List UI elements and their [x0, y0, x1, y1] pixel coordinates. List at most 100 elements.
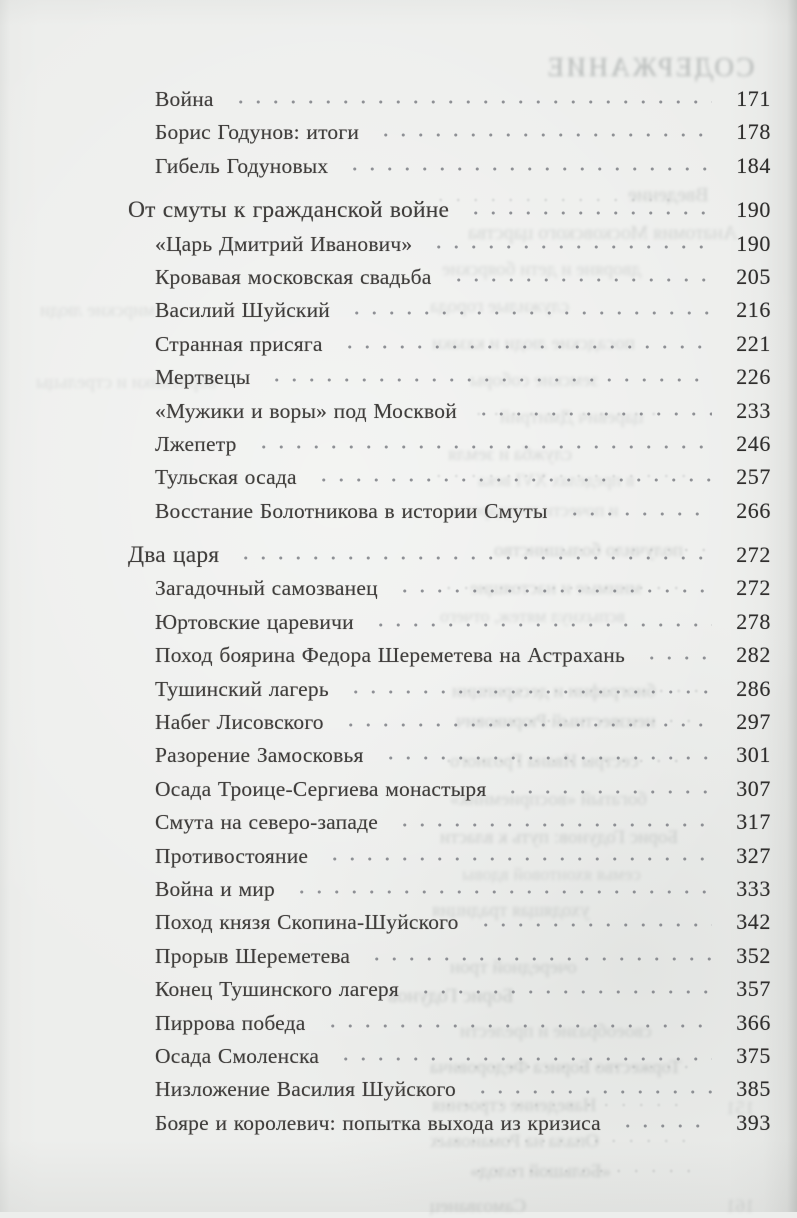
toc-entry: Тушинский лагерь 286: [128, 672, 771, 705]
dot-leader: [423, 232, 712, 251]
toc-entry: Бояре и королевич: попытка выхода из кри…: [128, 1106, 771, 1139]
toc-entry: Осада Смоленска 375: [128, 1039, 771, 1072]
toc-entry-page: 272: [736, 542, 771, 568]
toc-entry-page: 184: [736, 152, 771, 178]
toc-entry-title: «Царь Дмитрий Иванович»: [155, 231, 413, 256]
toc-entry: Противостояние 327: [128, 839, 771, 872]
toc-section-entry: От смуты к гражданской войне 190: [128, 193, 771, 226]
toc-entry: Василий Шуйский 216: [128, 293, 771, 326]
toc-section-entry: Два царя 272: [128, 538, 771, 571]
dot-leader: [361, 944, 712, 963]
toc-entry-page: 233: [736, 397, 771, 423]
toc-entry-title: Разорение Замосковья: [155, 743, 364, 768]
toc-entry-title: Конец Тушинского лагеря: [155, 977, 399, 1002]
toc-entry-page: 375: [736, 1042, 771, 1068]
toc-entry-page: 333: [736, 875, 771, 901]
toc-entry-title: Лжепетр: [155, 431, 237, 456]
toc-entry-title: Бояре и королевич: попытка выхода из кри…: [155, 1110, 601, 1135]
toc-entry-title: Поход боярина Федора Шереметева на Астра…: [155, 643, 625, 668]
dot-leader: [409, 978, 712, 997]
dot-leader: [333, 332, 712, 351]
toc-entry-page: 317: [736, 809, 771, 835]
toc-entry-page: 205: [736, 263, 771, 289]
dot-leader: [224, 88, 712, 106]
bleedthrough-contents-title: СОДЕРЖАНИЕ: [545, 52, 755, 82]
toc-entry-title: Странная присяга: [155, 331, 323, 356]
toc-entry: «Царь Дмитрий Иванович» 190: [128, 227, 771, 260]
toc-entry-title: Прорыв Шереметева: [155, 943, 351, 968]
toc-entry-title: Пиррова победа: [155, 1010, 306, 1035]
toc-entry: Прорыв Шереметева 352: [128, 939, 771, 972]
toc-entry: Кровавая московская свадьба 205: [128, 260, 771, 293]
toc-entry-page: 385: [736, 1076, 771, 1102]
dot-leader: [339, 677, 712, 696]
toc-entry: Война и мир 333: [128, 872, 771, 905]
toc-entry-page: 171: [736, 86, 771, 111]
dot-leader: [364, 610, 712, 629]
toc-entry-title: Тульская осада: [155, 465, 297, 490]
dot-leader: [467, 399, 712, 418]
toc-entry-title: Осада Троице-Сергиева монастыря: [155, 776, 487, 801]
toc-entry-title: Кровавая московская свадьба: [155, 264, 432, 289]
toc-entry-title: Низложение Василия Шуйского: [155, 1077, 456, 1102]
toc-entry-page: 366: [736, 1009, 771, 1035]
dot-leader: [370, 121, 712, 140]
bleedthrough-line: 161: [726, 1196, 755, 1217]
dot-leader: [247, 432, 712, 451]
toc-entry: Загадочный самозванец 272: [128, 571, 771, 604]
bleedthrough-line: Самозванец: [430, 1196, 527, 1217]
toc-entry-page: 257: [736, 464, 771, 490]
toc-entry: Лжепетр 246: [128, 427, 771, 460]
toc-entry-title: Мертвецы: [155, 365, 251, 390]
toc-entry-page: 221: [736, 330, 771, 356]
toc-entry-title: Противостояние: [155, 843, 309, 868]
toc-entry-page: 297: [736, 709, 771, 735]
dot-leader: [636, 644, 712, 663]
toc-entry-title: Борис Годунов: итоги: [155, 120, 360, 145]
toc-entry: Осада Троице-Сергиева монастыря 307: [128, 772, 771, 805]
toc-entry-title: Война: [155, 87, 214, 111]
toc-entry-title: Война и мир: [155, 876, 275, 901]
dot-leader: [558, 499, 712, 518]
dot-leader: [339, 154, 712, 173]
toc-entry: Мертвецы 226: [128, 360, 771, 393]
dot-leader: [334, 711, 712, 730]
toc-entry: Поход боярина Федора Шереметева на Астра…: [128, 638, 771, 671]
dot-leader: [307, 466, 712, 485]
dot-leader: [319, 844, 712, 863]
toc-entry: Набег Лисовского 297: [128, 705, 771, 738]
toc-entry-page: 226: [736, 364, 771, 390]
toc-entry: «Мужики и воры» под Москвой 233: [128, 394, 771, 427]
toc-entry-title: Тушинский лагерь: [155, 676, 329, 701]
dot-leader: [611, 1111, 712, 1130]
dot-leader: [316, 1011, 712, 1030]
dot-leader: [442, 265, 712, 284]
toc-entry-page: 266: [736, 497, 771, 523]
toc-entry: Странная присяга 221: [128, 327, 771, 360]
toc-entry-title: Осада Смоленска: [155, 1043, 320, 1068]
dot-leader: [497, 777, 712, 796]
toc-entry-page: 216: [736, 297, 771, 323]
bleedthrough-line: «Большой голод»: [470, 1161, 612, 1182]
dot-leader: [460, 199, 712, 218]
dot-leader: [374, 744, 712, 763]
toc-entry: Борис Годунов: итоги 178: [128, 115, 771, 148]
toc-entry-page: 352: [736, 942, 771, 968]
toc-entry-title: От смуты к гражданской войне: [128, 197, 450, 224]
toc-entry: Гибель Годуновых 184: [128, 149, 771, 182]
dot-leader: [230, 544, 712, 563]
toc-entry: Тульская осада 257: [128, 460, 771, 493]
toc-list: Война 171 Борис Годунов: итоги 178 Гибель Го…: [128, 82, 771, 1139]
toc-entry-title: Юртовские царевичи: [155, 609, 354, 634]
toc-entry: Смута на северо-западе 317: [128, 805, 771, 838]
toc-entry: Война 171: [128, 82, 771, 115]
toc-entry-page: 393: [736, 1109, 771, 1135]
toc-entry-page: 357: [736, 976, 771, 1002]
toc-entry-title: Смута на северо-западе: [155, 810, 378, 835]
toc-entry: Юртовские царевичи 278: [128, 605, 771, 638]
dot-leader: [285, 877, 712, 896]
toc-entry-page: 272: [736, 575, 771, 601]
dot-leader: [466, 1078, 712, 1097]
toc-entry-title: Два царя: [128, 542, 220, 569]
